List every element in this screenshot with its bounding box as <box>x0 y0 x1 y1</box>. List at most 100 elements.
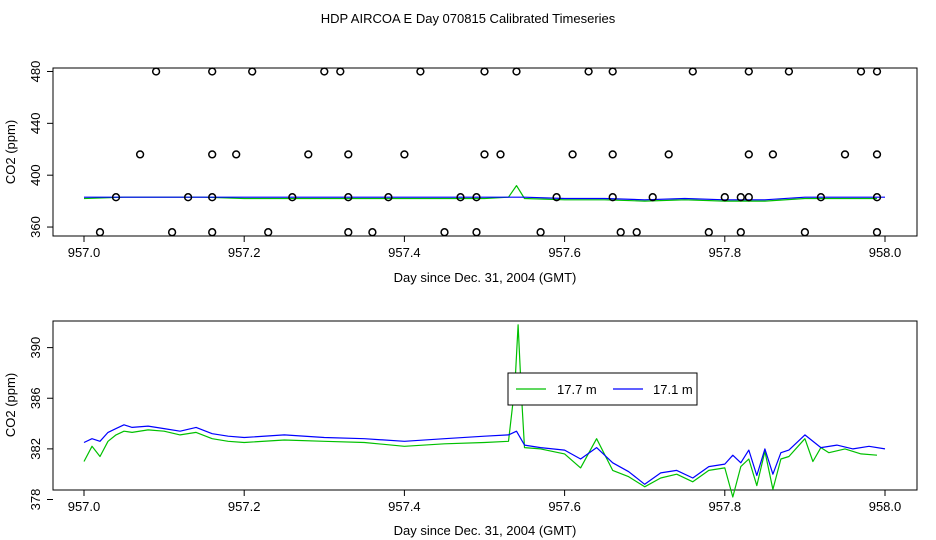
x-tick-label: 957.8 <box>709 499 742 514</box>
scatter-point <box>208 150 217 159</box>
plot-area-top <box>83 67 885 237</box>
scatter-point <box>816 193 826 202</box>
scatter-point <box>512 67 521 76</box>
scatter-point <box>336 67 345 76</box>
series-line-17-1-m <box>83 424 886 485</box>
scatter-point <box>744 193 753 202</box>
scatter-point <box>736 193 745 202</box>
y-tick-label: 390 <box>28 337 43 359</box>
scatter-point <box>536 228 545 237</box>
scatter-point <box>784 67 794 76</box>
scatter-point <box>384 193 393 202</box>
scatter-point <box>840 150 850 159</box>
x-tick-label: 957.2 <box>228 499 261 514</box>
scatter-point <box>400 150 409 159</box>
x-tick-label: 957.6 <box>548 245 581 260</box>
scatter-point <box>664 150 673 159</box>
y-axis-bottom: 378 382 386 390 <box>28 337 53 511</box>
scatter-point <box>151 67 161 76</box>
scatter-point <box>344 193 353 202</box>
x-axis-label-bottom: Day since Dec. 31, 2004 (GMT) <box>394 523 577 538</box>
x-tick-label: 957.6 <box>548 499 581 514</box>
x-axis-bottom: 957.0 957.2 957.4 957.6 957.8 958.0 <box>68 490 902 514</box>
scatter-point <box>744 150 753 159</box>
page-title: HDP AIRCOA E Day 070815 Calibrated Times… <box>321 11 616 26</box>
y-tick-label: 382 <box>28 438 43 460</box>
scatter-point <box>496 150 505 159</box>
x-tick-label: 958.0 <box>869 245 902 260</box>
series-line-series-0 <box>83 185 877 202</box>
scatter-point <box>720 193 729 202</box>
plot-area-bottom <box>83 324 886 498</box>
y-axis-top: 360 400 440 480 <box>28 61 53 238</box>
scatter-point <box>135 150 145 159</box>
scatter-point <box>744 67 753 76</box>
scatter-point <box>648 193 657 202</box>
x-axis-label-top: Day since Dec. 31, 2004 (GMT) <box>394 270 577 285</box>
x-tick-label: 958.0 <box>869 499 902 514</box>
plot-frame-top <box>52 67 918 237</box>
scatter-point <box>688 67 697 76</box>
scatter-point <box>704 228 713 237</box>
scatter-point <box>95 228 105 237</box>
scatter-point <box>264 228 273 237</box>
plot-frame-bottom <box>52 320 918 491</box>
scatter-point <box>416 67 425 76</box>
scatter-point <box>183 193 193 202</box>
scatter-point <box>368 228 377 237</box>
scatter-point <box>472 193 481 202</box>
y-axis-label-bottom: CO2 (ppm) <box>3 373 18 437</box>
scatter-point <box>736 228 745 237</box>
scatter-point <box>480 67 489 76</box>
legend-label-17-1m: 17.1 m <box>653 382 693 397</box>
y-tick-label: 378 <box>28 489 43 511</box>
y-tick-label: 400 <box>28 164 43 186</box>
scatter-point <box>304 150 313 159</box>
scatter-point <box>456 193 465 202</box>
chart-panel-bottom: 957.0 957.2 957.4 957.6 957.8 958.0 378 382 386… <box>3 320 918 538</box>
scatter-point <box>208 193 217 202</box>
scatter-point <box>248 67 257 76</box>
scatter-point <box>320 67 329 76</box>
scatter-point <box>344 228 353 237</box>
scatter-point <box>872 150 882 159</box>
scatter-point <box>440 228 449 237</box>
y-axis-label-top: CO2 (ppm) <box>3 120 18 184</box>
scatter-point <box>344 150 353 159</box>
scatter-point <box>800 228 810 237</box>
x-tick-label: 957.8 <box>709 245 742 260</box>
scatter-point <box>208 67 217 76</box>
scatter-point <box>472 228 481 237</box>
scatter-point <box>608 150 617 159</box>
scatter-point <box>111 193 121 202</box>
y-tick-label: 360 <box>28 216 43 238</box>
scatter-point <box>872 228 882 237</box>
scatter-point <box>584 67 593 76</box>
scatter-point <box>208 228 217 237</box>
y-tick-label: 440 <box>28 112 43 134</box>
series-line-17-7-m <box>83 324 878 498</box>
x-tick-label: 957.2 <box>228 245 261 260</box>
x-tick-label: 957.0 <box>68 245 101 260</box>
scatter-point <box>616 228 625 237</box>
scatter-point <box>608 193 617 202</box>
y-tick-label: 386 <box>28 387 43 409</box>
legend-label-17-7m: 17.7 m <box>557 382 597 397</box>
x-tick-label: 957.4 <box>388 245 421 260</box>
y-tick-label: 480 <box>28 61 43 83</box>
scatter-point <box>632 228 641 237</box>
scatter-point <box>872 193 882 202</box>
chart-panel-top: 957.0 957.2 957.4 957.6 957.8 958.0 360 400 440… <box>3 61 918 285</box>
scatter-point <box>856 67 866 76</box>
scatter-point <box>480 150 489 159</box>
x-tick-label: 957.0 <box>68 499 101 514</box>
scatter-point <box>552 193 561 202</box>
x-tick-label: 957.4 <box>388 499 421 514</box>
legend: 17.7 m 17.1 m <box>507 372 698 406</box>
scatter-point <box>568 150 577 159</box>
scatter-point <box>167 228 177 237</box>
scatter-point <box>232 150 241 159</box>
scatter-point <box>288 193 297 202</box>
x-axis-top: 957.0 957.2 957.4 957.6 957.8 958.0 <box>68 236 902 260</box>
